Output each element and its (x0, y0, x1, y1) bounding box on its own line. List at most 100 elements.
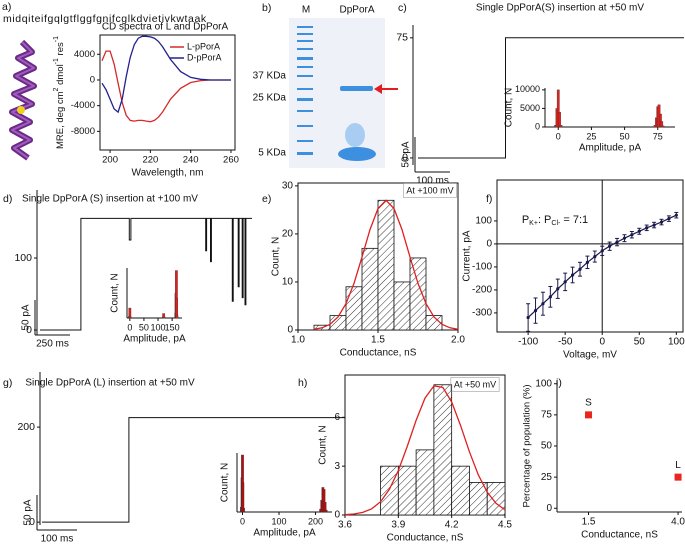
x-tick-label: 3.9 (391, 520, 405, 531)
annotation: At +100 mV (406, 185, 453, 195)
plot-frame (99, 34, 236, 151)
annotation-box (450, 377, 500, 392)
y-tick-label: -200 (472, 285, 492, 296)
y-tick-label: 0 (535, 121, 540, 131)
x-tick-label: 200 (102, 155, 118, 166)
y-axis-label: Current, pA (462, 230, 473, 281)
y-tick-label: 0 (26, 324, 32, 336)
y-tick-label: 0 (334, 510, 340, 521)
y-axis-label-part: -1 (53, 58, 60, 64)
scalebar-y-label: 50 pA (23, 499, 34, 525)
x-tick-label: 75 (653, 131, 663, 141)
iv-point (533, 309, 538, 313)
inset-x-label: Amplitude, pA (579, 143, 642, 154)
hist-bar (425, 315, 443, 331)
annotation: PK+: PCl- = 7:1 (522, 214, 588, 227)
scalebar-y-label: 50 pA (401, 141, 412, 167)
scalebar-x-label: 100 ms (416, 176, 449, 187)
inset-bar (162, 316, 166, 319)
iv-point (563, 280, 567, 284)
scalebar-x-label: 250 ms (36, 339, 69, 350)
inset-bar (559, 124, 563, 128)
annotation-part: P (522, 214, 529, 226)
iv-point (593, 254, 597, 259)
y-axis-label: Percentage of population (%) (522, 384, 533, 507)
inset-bar (324, 509, 328, 513)
x-tick-label: -50 (558, 337, 573, 348)
y-tick-label: 6 (334, 412, 340, 423)
iv-point (556, 287, 560, 291)
annotation-box (403, 183, 457, 198)
annotation-part: Cl- (551, 220, 561, 227)
gel-image (289, 18, 398, 168)
scalebar-y-label: 50 pA (21, 304, 32, 330)
x-tick-label: 4.2 (445, 520, 459, 531)
panel-label: c) (398, 2, 407, 14)
x-tick-label: 150 (165, 322, 180, 332)
x-tick-label: 50 (620, 131, 630, 141)
y-tick-label: 10000 (515, 84, 540, 94)
current-trace (42, 417, 345, 523)
x-tick-label: 220 (142, 155, 158, 166)
marker-label: 37 KDa (253, 71, 287, 82)
chart-title: Single DpPorA (L) insertion at +50 mV (25, 378, 195, 389)
x-tick-label: 0 (240, 516, 245, 526)
x-tick-label: 100 (272, 516, 287, 526)
x-tick-label: 0 (599, 337, 605, 348)
y-tick-label: 10 (282, 277, 294, 288)
x-tick-label: 1.0 (291, 335, 305, 346)
annotation-part: : P (538, 214, 551, 226)
iv-point (526, 315, 530, 320)
y-axis-label: MRE, deg cm2 dmol-1 res-1 (53, 36, 65, 149)
y-tick-label: -4000 (71, 100, 95, 111)
lane-label: M (302, 5, 310, 16)
y-tick-label: 0 (287, 325, 293, 336)
scalebar-x-label: 100 ms (41, 534, 74, 544)
marker-label: 5 KDa (258, 148, 286, 159)
x-axis-label: Conductance, nS (387, 533, 464, 544)
panel-label: e) (262, 193, 271, 205)
helix-image (9, 39, 37, 161)
inset-bar (242, 507, 245, 513)
y-tick-label: 0 (486, 239, 492, 250)
hist-bar (377, 199, 395, 331)
y-tick-label: -100 (472, 262, 492, 273)
inset-bar (558, 111, 561, 128)
iv-point (637, 229, 641, 233)
hist-bar (409, 257, 427, 331)
x-tick-label: 100 (668, 337, 685, 348)
iv-point (645, 226, 649, 230)
current-trace (418, 37, 684, 159)
x-tick-label: 0 (556, 131, 561, 141)
panel-label: g) (3, 377, 12, 389)
current-trace (40, 217, 252, 331)
chart-title: Single DpPorA(S) insertion at +50 mV (476, 3, 644, 14)
gaussian-fit (344, 385, 506, 516)
hist-bar (361, 247, 379, 331)
y-tick-label: 30 (282, 181, 294, 192)
y-tick-label: 0 (546, 503, 552, 514)
point-label: S (585, 398, 592, 409)
inset-y-label: Count, N (110, 273, 121, 312)
panel-label: f) (486, 193, 492, 205)
inset-bar (241, 482, 245, 513)
x-tick-label: 1.5 (371, 335, 385, 346)
iv-point (674, 213, 678, 217)
y-tick-label: 200 (17, 421, 35, 433)
annotation: At +50 mV (454, 379, 496, 389)
iv-point (600, 249, 604, 253)
y-axis-label: Count, N (271, 237, 282, 276)
y-axis-label-part: 2 (53, 87, 60, 91)
sequence: midqiteifgqlgtflggfgnifcglkdvietivkwtaak (3, 13, 207, 25)
inset-y-label: Count, N (220, 463, 231, 502)
panel-label: d) (3, 193, 12, 205)
inset-x-label: Amplitude, pA (253, 528, 316, 539)
cd-line (101, 35, 231, 114)
inset-bar (175, 315, 179, 319)
y-tick-label: 4000 (74, 49, 95, 60)
iv-point (608, 244, 612, 248)
iv-point (659, 220, 664, 224)
y-tick-label: 20 (282, 229, 294, 240)
x-tick-label: 260 (223, 155, 239, 166)
y-tick-label: 3 (334, 461, 340, 472)
